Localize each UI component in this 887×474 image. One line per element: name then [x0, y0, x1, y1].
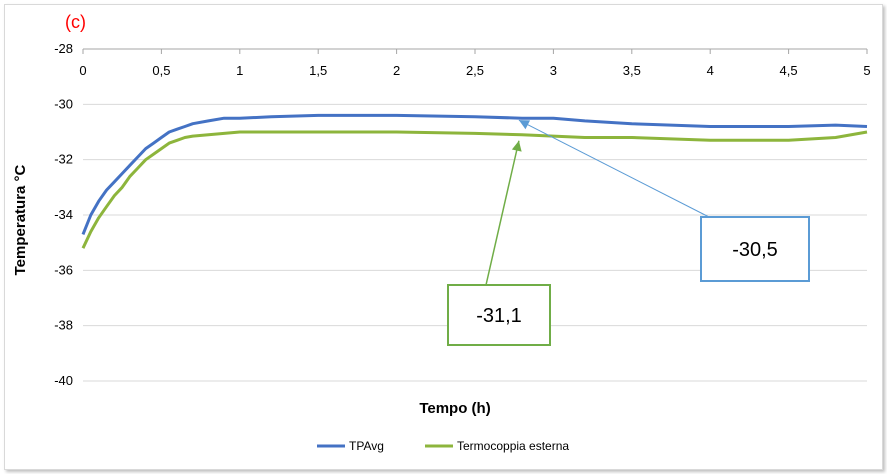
x-tick-label: 0 — [79, 63, 86, 78]
series-line-tpavg — [81, 113, 868, 235]
x-tick-label: 5 — [863, 63, 870, 78]
callout-arrowhead — [518, 120, 531, 130]
y-axis-title: Temperatura °C — [12, 164, 29, 275]
x-tick-label: 4 — [707, 63, 714, 78]
x-tick-label: 2 — [393, 63, 400, 78]
panel-label: (c) — [65, 12, 86, 32]
y-tick-label: -28 — [54, 41, 73, 56]
x-tick-label: 4,5 — [780, 63, 798, 78]
line-chart: (c) 0 0,5 1 1,5 2 2,5 3 3,5 4 4,5 5 -28 -30 -32 -34 -3… — [12, 12, 871, 453]
legend-label: TPAvg — [349, 439, 384, 453]
callouts: -30,5 -31,1 — [447, 119, 810, 346]
y-tick-label: -40 — [54, 373, 73, 388]
x-tick-label: 2,5 — [466, 63, 484, 78]
callout-arrowhead — [511, 140, 522, 152]
y-tick-label: -32 — [54, 152, 73, 167]
callout-leader — [485, 140, 520, 286]
y-tick-labels: -28 -30 -32 -34 -36 -38 -40 — [54, 41, 73, 388]
y-tick-label: -30 — [54, 96, 73, 111]
callout-box — [447, 284, 551, 346]
callout-label: -31,1 — [476, 305, 522, 327]
legend-label: Termocoppia esterna — [457, 439, 569, 453]
series-lines — [81, 113, 868, 249]
x-tick-labels: 0 0,5 1 1,5 2 2,5 3 3,5 4 4,5 5 — [79, 63, 870, 78]
x-tick-label: 1,5 — [309, 63, 327, 78]
x-axis-line — [82, 48, 868, 54]
callout-leader — [518, 119, 710, 218]
x-axis-title: Tempo (h) — [419, 400, 490, 417]
callout-box — [700, 216, 810, 282]
x-tick-label: 3,5 — [623, 63, 641, 78]
y-tick-label: -34 — [54, 207, 73, 222]
x-tick-label: 0,5 — [152, 63, 170, 78]
x-tick-label: 3 — [550, 63, 557, 78]
x-tick-label: 1 — [236, 63, 243, 78]
y-tick-label: -36 — [54, 262, 73, 277]
series-line-termocoppia-esterna — [81, 130, 868, 249]
y-tick-label: -38 — [54, 318, 73, 333]
legend: TPAvg Termocoppia esterna — [317, 439, 569, 453]
chart-frame: (c) 0 0,5 1 1,5 2 2,5 3 3,5 4 4,5 5 -28 -30 -32 -34 -3… — [4, 4, 883, 470]
callout-label: -30,5 — [732, 239, 778, 261]
